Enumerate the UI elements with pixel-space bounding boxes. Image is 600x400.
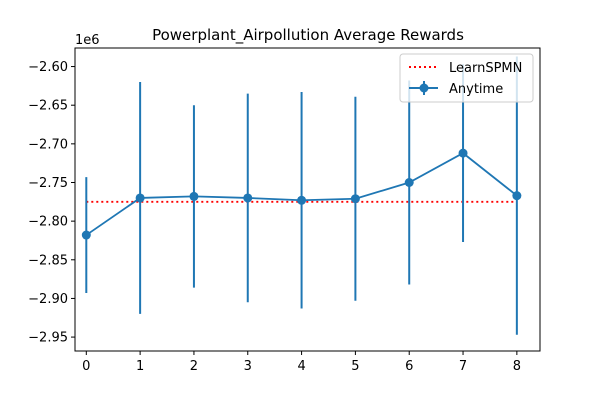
legend-label-learnspmn: LearnSPMN xyxy=(449,61,522,76)
plot-area xyxy=(81,56,522,335)
y-axis-offset-label: 1e6 xyxy=(75,33,100,48)
anytime-point xyxy=(297,195,307,205)
y-axis: −2.60 −2.65 −2.70 −2.75 −2.80 −2.85 −2.90 −2.95 xyxy=(28,60,75,346)
x-tick-label: 3 xyxy=(244,359,252,374)
anytime-point xyxy=(135,193,145,203)
anytime-point xyxy=(350,194,360,204)
anytime-point xyxy=(458,148,468,158)
legend-label-anytime: Anytime xyxy=(449,82,503,97)
x-tick-label: 1 xyxy=(136,359,144,374)
y-tick-label: −2.65 xyxy=(28,99,68,114)
x-tick-label: 5 xyxy=(351,359,359,374)
anytime-point xyxy=(189,191,199,201)
x-tick-label: 7 xyxy=(459,359,467,374)
chart-title: Powerplant_Airpollution Average Rewards xyxy=(152,26,464,45)
legend-frame xyxy=(399,53,534,103)
y-tick-label: −2.90 xyxy=(28,292,68,307)
y-tick-label: −2.75 xyxy=(28,176,68,191)
y-tick-label: −2.70 xyxy=(28,137,68,152)
x-tick-label: 0 xyxy=(82,359,90,374)
x-tick-label: 6 xyxy=(405,359,413,374)
x-tick-label: 4 xyxy=(297,359,305,374)
anytime-point xyxy=(512,191,522,201)
series-layer xyxy=(81,56,522,335)
y-tick-label: −2.80 xyxy=(28,215,68,230)
x-tick-label: 8 xyxy=(513,359,521,374)
axes-frame xyxy=(74,47,541,352)
legend-swatch-anytime-marker xyxy=(419,83,429,93)
x-tick-label: 2 xyxy=(190,359,198,374)
legend: LearnSPMN Anytime xyxy=(399,53,534,103)
anytime-point xyxy=(404,177,414,187)
y-tick-label: −2.60 xyxy=(28,60,68,75)
y-tick-label: −2.95 xyxy=(28,331,68,346)
anytime-point xyxy=(243,193,253,203)
anytime-point xyxy=(81,230,91,240)
y-tick-label: −2.85 xyxy=(28,253,68,268)
x-axis: 0 1 2 3 4 5 6 7 8 xyxy=(82,351,521,374)
